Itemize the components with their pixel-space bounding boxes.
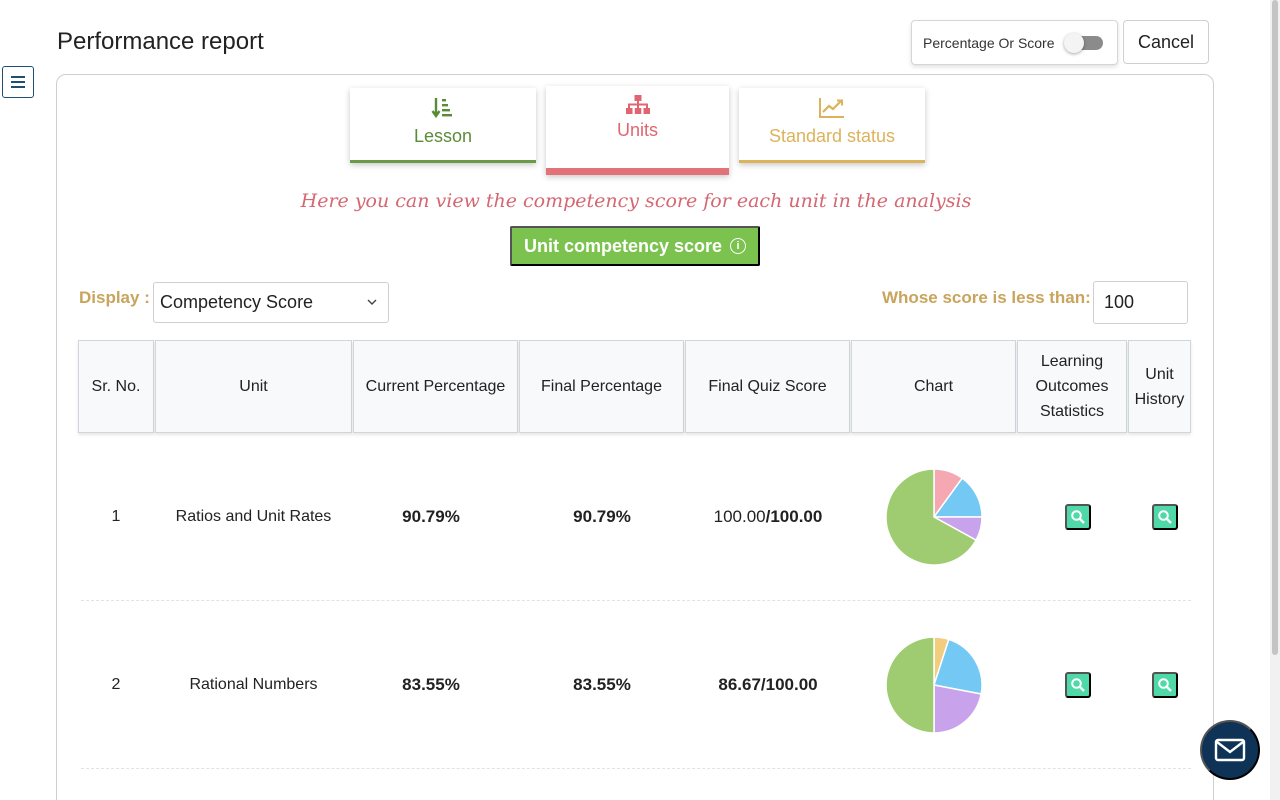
view-unit-history-button[interactable]: [1152, 503, 1178, 530]
quiz-score-value: 100.00: [713, 506, 766, 526]
view-learning-outcomes-button[interactable]: [1065, 671, 1091, 698]
switch-knob: [1064, 33, 1084, 53]
row-learning-outcomes: [1026, 433, 1130, 600]
score-threshold-input[interactable]: [1093, 281, 1188, 324]
pie-slice-1: [932, 637, 983, 695]
tab-lesson[interactable]: Lesson: [350, 88, 536, 163]
table-header: Sr. No. Unit Current Percentage Final Pe…: [78, 340, 1191, 433]
page-scrollbar[interactable]: [1270, 0, 1280, 800]
report-card: [56, 74, 1214, 800]
row-unit-history: [1133, 433, 1197, 600]
header-learning-outcomes-statistics: Learning Outcomes Statistics: [1017, 340, 1127, 433]
score-button-label: Unit competency score: [523, 235, 723, 256]
cancel-button[interactable]: Cancel: [1123, 20, 1209, 64]
display-label: Display :: [79, 288, 150, 307]
row-current-percentage: 90.79%: [402, 506, 460, 526]
chevron-down-icon: [367, 299, 377, 305]
row-chart: [851, 601, 1016, 768]
row-final-quiz-score: 100.00/100.00: [683, 433, 853, 600]
tab-units-label: Units: [616, 120, 658, 140]
hamburger-icon: [11, 76, 25, 78]
header-final-percentage: Final Percentage: [519, 340, 684, 433]
sort-down-icon: [431, 98, 452, 119]
trend-chart-icon: [819, 98, 844, 118]
pie-slice-3: [884, 635, 935, 734]
row-unit-name: Rational Numbers: [189, 675, 318, 693]
row-sr-no: 1: [111, 507, 121, 525]
search-icon: [1071, 677, 1085, 692]
quiz-score-total: /100.00: [760, 674, 818, 694]
row-final-quiz-score: 86.67/100.00: [683, 601, 853, 768]
view-unit-history-button[interactable]: [1152, 671, 1178, 698]
tab-units[interactable]: Units: [546, 86, 729, 175]
hamburger-icon-line: [11, 81, 25, 83]
row-learning-outcomes: [1026, 601, 1130, 768]
search-icon: [1158, 677, 1172, 692]
row-final-percentage: 90.79%: [573, 506, 631, 526]
tab-standard-status-label: Standard status: [768, 126, 896, 146]
header-unit: Unit: [155, 340, 352, 433]
unit-pie-chart: [884, 467, 983, 566]
pie-slice-2: [932, 683, 982, 734]
row-unit-name: Ratios and Unit Rates: [175, 507, 332, 525]
contact-mail-button[interactable]: [1200, 720, 1260, 780]
search-icon: [1158, 509, 1172, 524]
percentage-score-toggle-box[interactable]: Percentage Or Score: [911, 20, 1118, 65]
quiz-score-total: /100.00: [765, 506, 823, 526]
menu-toggle-button[interactable]: [2, 66, 34, 98]
table-row: 2 Rational Numbers 83.55% 83.55% 86.67/1…: [81, 601, 1191, 769]
toggle-label: Percentage Or Score: [923, 34, 1055, 51]
header-current-percentage: Current Percentage: [353, 340, 518, 433]
search-icon: [1071, 509, 1085, 524]
header-final-quiz-score: Final Quiz Score: [685, 340, 850, 433]
envelope-icon: [1214, 738, 1246, 762]
unit-competency-score-button[interactable]: Unit competency score i: [510, 226, 760, 266]
percentage-score-switch[interactable]: [1064, 33, 1103, 53]
unit-pie-chart: [884, 635, 983, 734]
hamburger-icon-line: [11, 86, 25, 88]
tab-lesson-label: Lesson: [413, 126, 473, 146]
display-select[interactable]: Competency Score: [153, 282, 389, 323]
quiz-score-value: 86.67: [718, 674, 761, 694]
page-title: Performance report: [57, 28, 264, 55]
row-current-percentage: 83.55%: [402, 674, 460, 694]
row-chart: [851, 433, 1016, 600]
row-final-percentage: 83.55%: [573, 674, 631, 694]
header-chart: Chart: [851, 340, 1016, 433]
header-unit-history: Unit History: [1128, 340, 1191, 433]
row-sr-no: 2: [111, 675, 121, 693]
view-learning-outcomes-button[interactable]: [1065, 503, 1091, 530]
pie-slice-3: [884, 467, 977, 566]
header-sr-no: Sr. No.: [78, 340, 154, 433]
score-threshold-label: Whose score is less than:: [882, 288, 1091, 307]
display-select-value: Competency Score: [160, 292, 314, 312]
units-hint-text: Here you can view the competency score f…: [300, 190, 972, 212]
hierarchy-icon: [625, 95, 650, 114]
table-row: 1 Ratios and Unit Rates 90.79% 90.79% 10…: [81, 433, 1191, 601]
tab-standard-status[interactable]: Standard status: [739, 88, 925, 163]
row-unit-history: [1133, 601, 1197, 768]
scrollbar-thumb[interactable]: [1272, 0, 1278, 655]
info-icon: i: [730, 238, 747, 254]
